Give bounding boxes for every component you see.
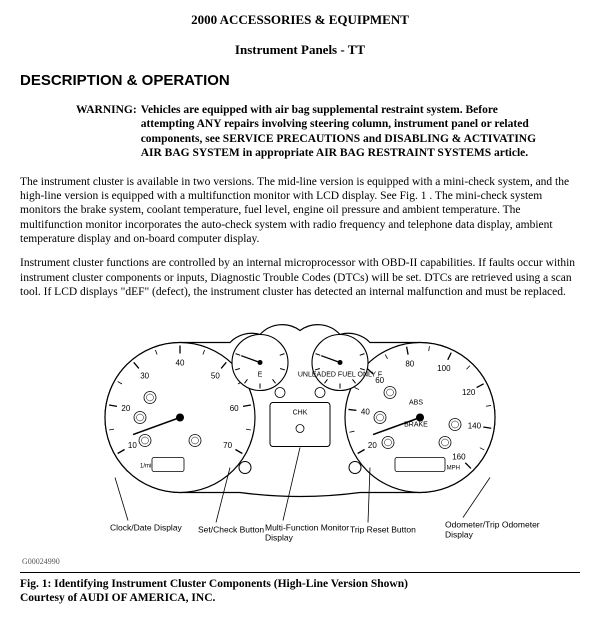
svg-text:Clock/Date Display: Clock/Date Display (110, 522, 183, 532)
svg-text:60: 60 (230, 403, 239, 412)
svg-text:BRAKE: BRAKE (404, 421, 428, 428)
figure-1: 102030405060701/min x100 204060801001201… (20, 310, 580, 555)
warning-label: WARNING: (76, 103, 137, 161)
svg-text:120: 120 (462, 387, 476, 396)
figure-rule (20, 572, 580, 573)
svg-text:20: 20 (368, 441, 377, 450)
svg-text:ABS: ABS (409, 399, 423, 406)
svg-text:30: 30 (140, 371, 149, 380)
figure-caption-courtesy: Courtesy of AUDI OF AMERICA, INC. (20, 591, 580, 606)
svg-text:Multi-Function Monitor: Multi-Function Monitor (265, 522, 349, 532)
svg-text:40: 40 (361, 407, 370, 416)
svg-text:MPH: MPH (447, 465, 460, 471)
svg-text:CHK: CHK (293, 409, 308, 416)
doc-header: 2000 ACCESSORIES & EQUIPMENT (20, 12, 580, 28)
svg-text:140: 140 (468, 421, 482, 430)
coolant-temp-gauge: E (232, 334, 288, 390)
svg-text:160: 160 (452, 452, 466, 461)
paragraph-1: The instrument cluster is available in t… (20, 175, 580, 247)
paragraph-2: Instrument cluster functions are control… (20, 256, 580, 299)
svg-text:70: 70 (223, 441, 232, 450)
instrument-cluster-diagram: 102030405060701/min x100 204060801001201… (50, 310, 550, 550)
warning-text: Vehicles are equipped with air bag suppl… (141, 103, 550, 161)
svg-text:UNLEADED FUEL ONLY F: UNLEADED FUEL ONLY F (298, 371, 382, 378)
svg-text:Set/Check Button: Set/Check Button (198, 524, 264, 534)
warning-block: WARNING: Vehicles are equipped with air … (76, 103, 550, 161)
section-title: DESCRIPTION & OPERATION (20, 72, 580, 89)
svg-text:Trip Reset Button: Trip Reset Button (350, 524, 416, 534)
svg-text:40: 40 (176, 358, 185, 367)
figure-caption-title: Fig. 1: Identifying Instrument Cluster C… (20, 577, 580, 592)
svg-text:100: 100 (437, 363, 451, 372)
svg-text:Display: Display (445, 529, 474, 539)
svg-text:50: 50 (211, 371, 220, 380)
svg-text:80: 80 (405, 359, 414, 368)
svg-text:E: E (258, 371, 263, 378)
svg-text:20: 20 (121, 403, 130, 412)
svg-text:Odometer/Trip Odometer: Odometer/Trip Odometer (445, 519, 540, 529)
svg-text:10: 10 (128, 441, 137, 450)
doc-subheader: Instrument Panels - TT (20, 42, 580, 58)
svg-text:Display: Display (265, 532, 294, 542)
figure-reference-number: G00024990 (22, 557, 580, 566)
